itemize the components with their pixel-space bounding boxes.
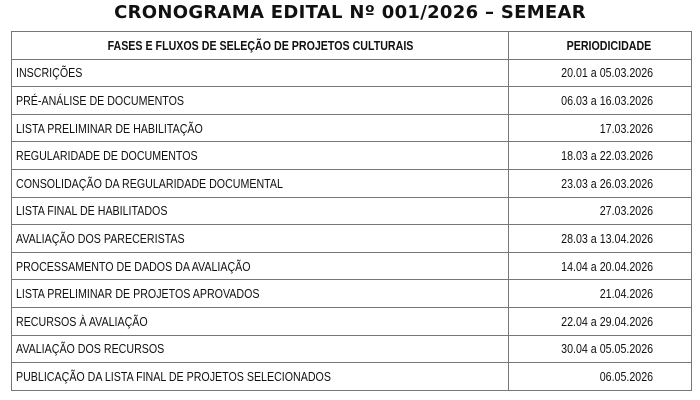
phase-text: RECURSOS À AVALIAÇÃO — [16, 313, 148, 329]
period-text: 22.04 a 29.04.2026 — [561, 313, 653, 329]
table-row: LISTA PRELIMINAR DE HABILITAÇÃO 17.03.202… — [11, 113, 692, 143]
period-cell: 21.04.2026 — [508, 279, 692, 308]
period-text: 30.04 a 05.05.2026 — [561, 341, 653, 357]
phase-cell: REGULARIDADE DE DOCUMENTOS — [11, 141, 509, 170]
phase-text: AVALIAÇÃO DOS RECURSOS — [16, 341, 165, 357]
period-cell: 27.03.2026 — [508, 196, 692, 226]
header-period: PERIODICIDADE — [508, 31, 692, 60]
table-row: LISTA FINAL DE HABILITADOS 27.03.2026 — [11, 196, 692, 226]
phase-text: INSCRIÇÕES — [16, 65, 83, 81]
period-text: 18.03 a 22.03.2026 — [561, 148, 653, 164]
period-cell: 28.03 a 13.04.2026 — [508, 224, 692, 253]
table-row: RECURSOS À AVALIAÇÃO 22.04 a 29.04.2026 — [11, 306, 692, 336]
document-title: CRONOGRAMA EDITAL Nº 001/2026 – SEMEAR — [114, 2, 586, 23]
table-row: LISTA PRELIMINAR DE PROJETOS APROVADOS 21… — [11, 279, 692, 308]
period-cell: 20.01 a 05.03.2026 — [508, 58, 692, 88]
phase-text: CONSOLIDAÇÃO DA REGULARIDADE DOCUMENTAL — [16, 175, 283, 191]
table-row: INSCRIÇÕES 20.01 a 05.03.2026 — [11, 58, 692, 88]
table-header-row: FASES E FLUXOS DE SELEÇÃO DE PROJETOS CU… — [11, 31, 692, 60]
table-row: REGULARIDADE DE DOCUMENTOS 18.03 a 22.03.… — [11, 141, 692, 170]
period-text: 20.01 a 05.03.2026 — [561, 65, 653, 81]
phase-cell: LISTA PRELIMINAR DE HABILITAÇÃO — [11, 113, 509, 143]
period-text: 23.03 a 26.03.2026 — [561, 175, 653, 191]
phase-cell: LISTA FINAL DE HABILITADOS — [11, 196, 509, 226]
period-cell: 18.03 a 22.03.2026 — [508, 141, 692, 170]
period-text: 06.03 a 16.03.2026 — [561, 92, 653, 108]
table-row: PRÉ-ANÁLISE DE DOCUMENTOS 06.03 a 16.03.2… — [11, 86, 692, 115]
period-text: 14.04 a 20.04.2026 — [561, 258, 653, 274]
header-phases-label: FASES E FLUXOS DE SELEÇÃO DE PROJETOS CU… — [107, 37, 413, 53]
phase-text: LISTA FINAL DE HABILITADOS — [16, 203, 168, 219]
phase-cell: PROCESSAMENTO DE DADOS DA AVALIAÇÃO — [11, 251, 509, 281]
header-phases: FASES E FLUXOS DE SELEÇÃO DE PROJETOS CU… — [11, 31, 509, 60]
schedule-table: FASES E FLUXOS DE SELEÇÃO DE PROJETOS CU… — [11, 31, 692, 391]
table-row: AVALIAÇÃO DOS RECURSOS 30.04 a 05.05.2026 — [11, 334, 692, 364]
phase-cell: PUBLICAÇÃO DA LISTA FINAL DE PROJETOS SE… — [11, 362, 509, 391]
table-row: CONSOLIDAÇÃO DA REGULARIDADE DOCUMENTAL 2… — [11, 168, 692, 198]
phase-cell: LISTA PRELIMINAR DE PROJETOS APROVADOS — [11, 279, 509, 308]
phase-cell: PRÉ-ANÁLISE DE DOCUMENTOS — [11, 86, 509, 115]
period-text: 21.04.2026 — [599, 286, 653, 302]
period-text: 06.05.2026 — [599, 368, 653, 384]
period-cell: 30.04 a 05.05.2026 — [508, 334, 692, 364]
phase-cell: RECURSOS À AVALIAÇÃO — [11, 306, 509, 336]
phase-text: LISTA PRELIMINAR DE HABILITAÇÃO — [16, 120, 203, 136]
phase-text: PRÉ-ANÁLISE DE DOCUMENTOS — [16, 92, 185, 108]
period-text: 28.03 a 13.04.2026 — [561, 230, 653, 246]
phase-text: PUBLICAÇÃO DA LISTA FINAL DE PROJETOS SE… — [16, 368, 331, 384]
phase-text: REGULARIDADE DE DOCUMENTOS — [16, 148, 198, 164]
phase-text: LISTA PRELIMINAR DE PROJETOS APROVADOS — [16, 286, 260, 302]
period-cell: 17.03.2026 — [508, 113, 692, 143]
phase-cell: CONSOLIDAÇÃO DA REGULARIDADE DOCUMENTAL — [11, 168, 509, 198]
header-period-label: PERIODICIDADE — [566, 37, 652, 53]
phase-cell: AVALIAÇÃO DOS PARECERISTAS — [11, 224, 509, 253]
table-row: AVALIAÇÃO DOS PARECERISTAS 28.03 a 13.04.… — [11, 224, 692, 253]
phase-text: AVALIAÇÃO DOS PARECERISTAS — [16, 230, 185, 246]
table-row: PROCESSAMENTO DE DADOS DA AVALIAÇÃO 14.04… — [11, 251, 692, 281]
period-cell: 23.03 a 26.03.2026 — [508, 168, 692, 198]
period-text: 17.03.2026 — [599, 120, 653, 136]
period-cell: 06.03 a 16.03.2026 — [508, 86, 692, 115]
table-row: PUBLICAÇÃO DA LISTA FINAL DE PROJETOS SE… — [11, 362, 692, 391]
period-text: 27.03.2026 — [599, 203, 653, 219]
phase-cell: AVALIAÇÃO DOS RECURSOS — [11, 334, 509, 364]
period-cell: 22.04 a 29.04.2026 — [508, 306, 692, 336]
phase-text: PROCESSAMENTO DE DADOS DA AVALIAÇÃO — [16, 258, 251, 274]
phase-cell: INSCRIÇÕES — [11, 58, 509, 88]
period-cell: 14.04 a 20.04.2026 — [508, 251, 692, 281]
period-cell: 06.05.2026 — [508, 362, 692, 391]
